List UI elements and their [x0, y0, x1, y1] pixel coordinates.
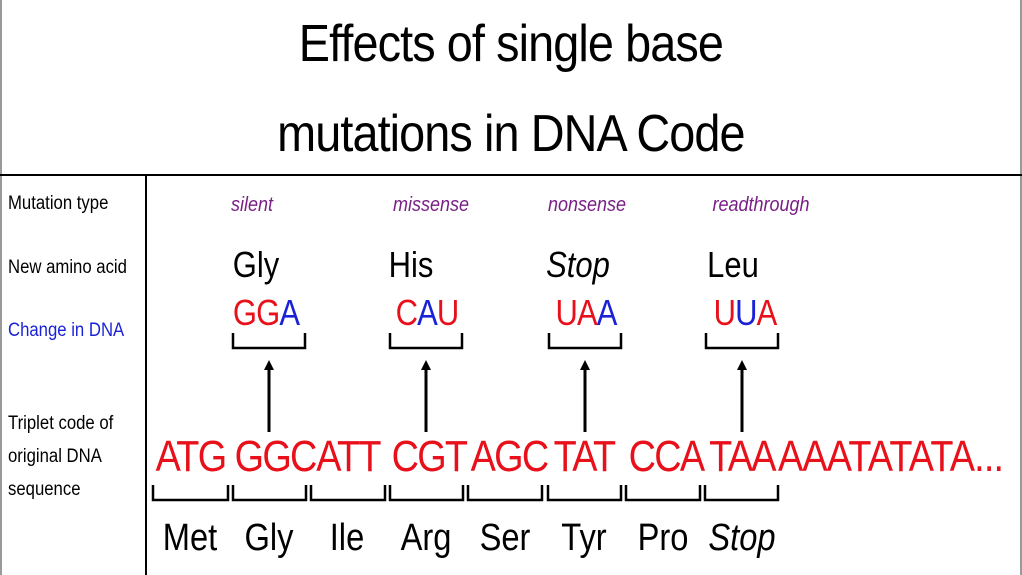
mutated-codon: UAA	[555, 292, 617, 333]
dna-codon: TAT	[553, 432, 616, 481]
original-amino-acid: Stop	[708, 517, 776, 559]
top-bracket-missense	[388, 333, 464, 350]
new-amino-acid: Leu	[707, 244, 759, 285]
row-label-triplet-3: sequence	[8, 479, 81, 500]
mutated-codon: GGA	[232, 292, 300, 333]
bottom-brackets	[151, 485, 780, 502]
original-amino-acid: Ser	[479, 517, 531, 559]
title-line-2: mutations in DNA Code	[277, 105, 745, 163]
dna-codon: GGC	[234, 432, 318, 481]
table-header-divider	[0, 174, 1022, 176]
mutation-type-label: nonsense	[547, 194, 627, 216]
row-label-change-in-dna: Change in DNA	[8, 320, 125, 341]
dna-codon: AGC	[470, 432, 550, 481]
top-bracket-nonsense	[547, 333, 623, 350]
original-amino-acid: Gly	[244, 517, 294, 559]
original-amino-acid: Arg	[400, 517, 452, 559]
right-edge-line	[1020, 0, 1022, 575]
original-amino-acid: Tyr	[561, 517, 607, 559]
row-label-triplet-1: Triplet code of	[8, 413, 114, 434]
table-column-divider	[145, 174, 147, 575]
row-label-mutation-type: Mutation type	[8, 193, 109, 214]
original-amino-acid: Pro	[637, 517, 689, 559]
dna-sequence-tail: AAATATATA...	[778, 432, 1004, 481]
top-bracket-readthrough	[704, 333, 780, 350]
mutated-codon: UUA	[713, 292, 778, 333]
title-line-1: Effects of single base	[298, 15, 724, 73]
original-amino-acid: Met	[162, 517, 218, 559]
mutation-type-label: readthrough	[712, 194, 810, 216]
dna-codon: ATT	[316, 432, 381, 481]
mutated-codon: CAU	[395, 292, 460, 333]
row-label-triplet-2: original DNA	[8, 446, 102, 467]
top-bracket-silent	[231, 333, 307, 350]
mutation-type-label: missense	[392, 194, 470, 216]
new-amino-acid: His	[388, 244, 434, 285]
original-amino-acid: Ile	[329, 517, 365, 559]
new-amino-acid: Stop	[546, 244, 610, 285]
row-label-new-amino-acid: New amino acid	[8, 257, 127, 278]
left-edge-line	[0, 0, 2, 575]
dna-codon: CCA	[628, 432, 705, 481]
dna-codon: ATG	[155, 432, 228, 481]
dna-codon: TAA	[709, 432, 776, 481]
new-amino-acid: Gly	[232, 244, 280, 285]
mutation-type-label: silent	[230, 194, 274, 216]
dna-codon: CGT	[391, 432, 468, 481]
